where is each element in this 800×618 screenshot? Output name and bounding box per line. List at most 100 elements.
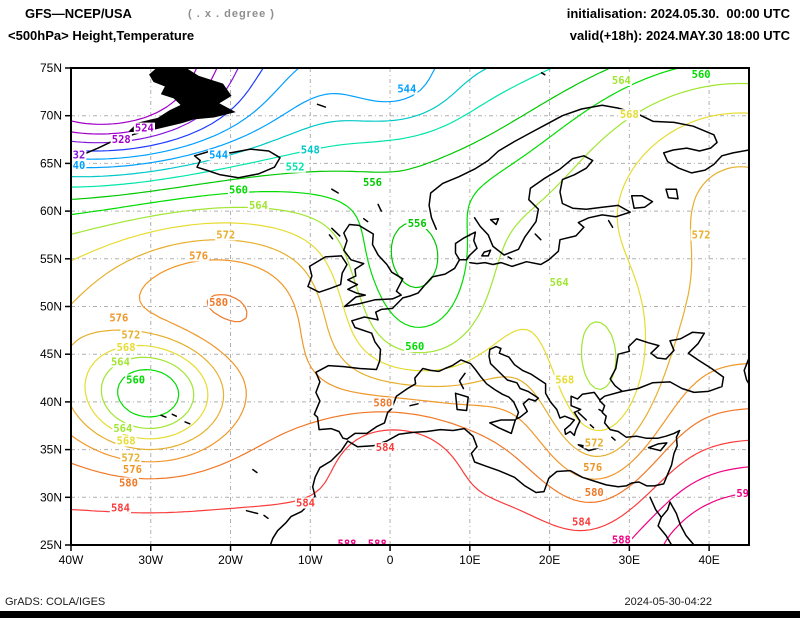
contour-label-halo <box>610 74 632 86</box>
contour-label: 564 <box>111 356 130 368</box>
contour-label: 556 <box>363 177 382 189</box>
contour-label-halo <box>299 144 321 156</box>
x-tick-label: 10W <box>298 553 323 567</box>
contour-label-halo <box>109 502 132 514</box>
coastline <box>263 514 269 520</box>
contour-line-564 <box>71 82 749 430</box>
contour-label: 576 <box>583 462 602 474</box>
coastline <box>377 203 383 212</box>
contour-line-576 <box>71 259 749 480</box>
coastline <box>589 424 595 429</box>
contour-label-halo <box>396 83 418 95</box>
x-tick-label: 30E <box>619 553 640 567</box>
coastline <box>611 436 616 441</box>
contour-label: 568 <box>620 109 639 121</box>
contour-label-halo <box>570 516 593 528</box>
coastline <box>609 331 725 394</box>
contour-label-halo <box>112 423 134 435</box>
contour-label: 572 <box>121 330 140 342</box>
coastline <box>184 421 191 425</box>
y-tick-label: 55N <box>40 252 62 266</box>
coastline <box>469 155 631 268</box>
coastline <box>307 255 348 293</box>
y-tick-label: 65N <box>40 156 62 170</box>
contour-label-halo <box>366 538 388 545</box>
coastline <box>665 188 679 200</box>
contour-label: 584 <box>572 517 591 529</box>
initialisation-time: initialisation: 2024.05.30. 00:00 UTC <box>566 6 790 21</box>
contour-label: 564 <box>249 200 268 212</box>
y-tick-label: 40N <box>40 395 62 409</box>
coastline <box>428 104 749 230</box>
contour-line-572 <box>71 166 749 457</box>
contour-label: 540 <box>66 160 85 172</box>
coastline <box>245 509 259 515</box>
coastline <box>481 249 492 257</box>
x-tick-label: 40E <box>698 553 719 567</box>
contour-label: 584 <box>111 502 130 514</box>
coastline <box>193 148 281 179</box>
y-tick-label: 70N <box>40 109 62 123</box>
coastline <box>316 103 327 108</box>
coastline <box>409 403 419 407</box>
contour-label: 576 <box>123 464 142 476</box>
resolution-note: ( . x . degree ) <box>188 8 275 20</box>
contour-label-halo <box>121 464 144 476</box>
coastline <box>269 400 681 545</box>
coastline <box>458 372 466 390</box>
map-inner: 5245285325405445445485525565565605605605… <box>66 68 755 545</box>
y-tick-label: 25N <box>40 538 62 552</box>
contour-label: 576 <box>109 312 128 324</box>
contour-label: 564 <box>550 277 569 289</box>
coastline <box>331 188 339 194</box>
contour-label-halo <box>583 437 605 449</box>
contour-label-halo <box>115 435 137 447</box>
coastline <box>577 411 588 421</box>
coastline <box>743 357 749 385</box>
coastline <box>507 256 513 260</box>
contour-label: 572 <box>121 453 140 465</box>
contour-label-halo <box>133 122 155 134</box>
contour-label-halo <box>115 342 137 354</box>
coastline-greenland <box>128 68 236 133</box>
x-tick-label: 30W <box>138 553 163 567</box>
coastline <box>328 234 334 240</box>
coastline <box>630 195 654 209</box>
contour-label-halo <box>404 341 426 353</box>
contour-line-592 <box>663 492 749 545</box>
contour-line-588 <box>625 466 749 545</box>
contour-label: 576 <box>189 250 208 262</box>
contour-label: 548 <box>301 145 320 157</box>
contour-label-halo <box>618 109 640 121</box>
contour-label: 572 <box>216 229 235 241</box>
contour-label: 572 <box>585 437 604 449</box>
contour-label-halo <box>71 149 87 161</box>
coastline <box>598 408 603 413</box>
coastline <box>540 72 546 76</box>
contour-label-halo <box>583 487 605 499</box>
contour-label-halo <box>336 538 358 545</box>
contour-label-halo <box>247 199 270 211</box>
creation-timestamp: 2024-05-30-04:22 <box>624 596 712 608</box>
contour-label: 568 <box>117 436 136 448</box>
coastline <box>534 233 542 241</box>
contour-label-halo <box>361 176 384 188</box>
contour-line-540 <box>71 68 300 160</box>
contour-label: 572 <box>692 229 711 241</box>
coastline <box>489 419 517 435</box>
contour-label-halo <box>406 218 428 230</box>
contour-label-halo <box>548 277 570 289</box>
coastline <box>362 217 369 223</box>
contour-label-halo <box>215 229 237 241</box>
coastline <box>160 414 167 418</box>
contour-label: 592 <box>736 488 755 500</box>
contour-line-544 <box>71 68 436 169</box>
y-tick-label: 45N <box>40 347 62 361</box>
contour-label: 568 <box>555 374 574 386</box>
contour-label: 560 <box>692 69 711 81</box>
y-tick-label: 75N <box>40 61 62 75</box>
contour-label: 580 <box>373 397 392 409</box>
contour-line-556 <box>71 68 611 289</box>
contour-line-568 <box>71 112 749 440</box>
coastline <box>454 231 478 261</box>
